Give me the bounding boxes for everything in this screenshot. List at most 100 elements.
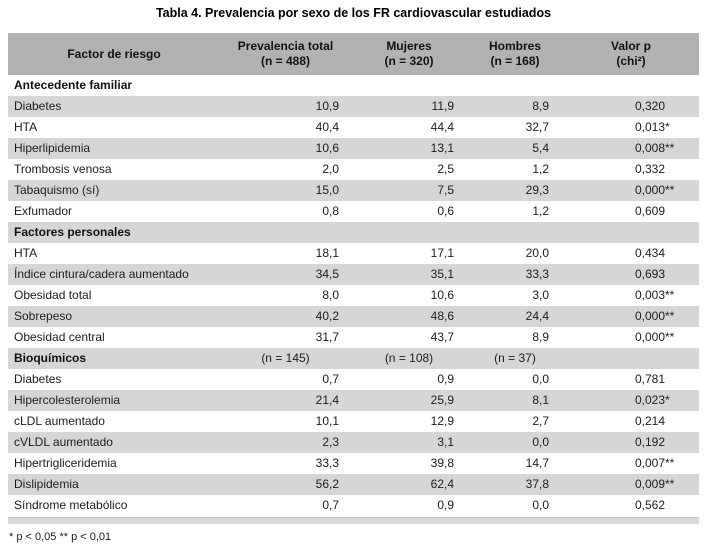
row-label: Sobrepeso [14,309,73,323]
value-cell: 0,003** [634,288,675,302]
value-cell: 40,2 [315,309,339,323]
table-row: Trombosis venosa 2,0 2,5 1,2 0,332 [8,159,699,180]
table-row: cLDL aumentado 10,1 12,9 2,7 0,214 [8,411,699,432]
table-row: Hipercolesterolemia 21,4 25,9 8,1 0,023* [8,390,699,411]
value-cell: 0,693 [634,267,665,281]
value-cell: 3,1 [437,435,454,449]
table-row: HTA 40,4 44,4 32,7 0,013* [8,117,699,138]
value-cell: 0,000** [634,330,675,344]
row-label: Dislipidemia [14,477,79,491]
value-cell: 2,5 [437,162,454,176]
value-cell: 11,9 [431,99,454,113]
value-cell: 0,7 [322,372,339,386]
column-label: Valor p [610,39,651,53]
value-cell: (n = 145) [261,351,310,365]
value-cell: 34,5 [315,267,339,281]
significance-footnote: * p < 0,05 ** p < 0,01 [9,531,112,543]
value-cell: 2,3 [322,435,339,449]
section-label: Factores personales [14,225,131,239]
value-cell: 2,0 [322,162,339,176]
table-row: cVLDL aumentado 2,3 3,1 0,0 0,192 [8,432,699,453]
value-cell: 10,9 [315,99,339,113]
value-cell: 0,000** [634,183,675,197]
column-header-factor-de-riesgo: Factor de riesgo [8,33,220,75]
table-row: Diabetes 0,7 0,9 0,0 0,781 [8,369,699,390]
table-row: Dislipidemia 56,2 62,4 37,8 0,009** [8,474,699,495]
value-cell: 12,9 [430,414,454,428]
value-cell: 8,9 [532,330,549,344]
value-cell: 0,000** [634,309,675,323]
value-cell: 15,0 [315,183,339,197]
value-cell: 0,008** [634,141,675,155]
table-row: Índice cintura/cadera aumentado 34,5 35,1 3… [8,264,699,285]
value-cell: 17,1 [430,246,454,260]
row-label: Diabetes [14,99,62,113]
header-row: Factor de riesgo Prevalencia total (n = … [8,33,699,75]
value-cell: 56,2 [315,477,339,491]
value-cell: 3,0 [532,288,549,302]
table-row: Hiperlipidemia 10,6 13,1 5,4 0,008** [8,138,699,159]
value-cell [467,75,563,96]
value-cell: 13,1 [430,141,454,155]
value-cell: 20,0 [525,246,549,260]
row-label: Índice cintura/cadera aumentado [14,267,189,281]
value-cell: 0,7 [322,498,339,512]
value-cell: 0,0 [532,372,549,386]
value-cell: 2,7 [532,414,549,428]
value-cell: 0,332 [634,162,665,176]
value-cell: 31,7 [315,330,339,344]
column-sublabel: (chi²) [616,54,646,68]
value-cell [563,222,699,243]
value-cell: 7,5 [437,183,454,197]
row-label: Obesidad central [14,330,105,344]
row-label: Tabaquismo (sí) [14,183,100,197]
value-cell: 0,013* [634,120,670,134]
value-cell: 21,4 [315,393,339,407]
table-row: Diabetes 10,9 11,9 8,9 0,320 [8,96,699,117]
value-cell: 44,4 [430,120,454,134]
value-cell: 10,1 [315,414,339,428]
row-label: Síndrome metabólico [14,498,128,512]
value-cell: 8,0 [322,288,339,302]
row-label: HTA [14,120,38,134]
row-label: Obesidad total [14,288,92,302]
value-cell: 10,6 [430,288,454,302]
value-cell [220,222,351,243]
value-cell: 32,7 [525,120,549,134]
row-label: cLDL aumentado [14,414,105,428]
section-row: Bioquímicos (n = 145) (n = 108) (n = 37) [8,348,699,369]
column-label: Hombres [488,39,541,53]
column-sublabel: (n = 168) [490,54,540,68]
value-cell: 40,4 [315,120,339,134]
column-header-prevalencia-total: Prevalencia total (n = 488) [220,33,351,75]
value-cell: 62,4 [430,477,454,491]
value-cell: 5,4 [532,141,549,155]
value-cell: 0,6 [437,204,454,218]
value-cell: 37,8 [525,477,549,491]
value-cell: 43,7 [430,330,454,344]
value-cell: 10,6 [315,141,339,155]
value-cell: 25,9 [430,393,454,407]
value-cell [351,222,467,243]
row-label: HTA [14,246,38,260]
row-label: Diabetes [14,372,62,386]
section-label: Bioquímicos [14,351,87,365]
value-cell [563,348,699,369]
table-bottom-rule [8,517,699,524]
column-header-valor-p: Valor p (chi²) [563,33,699,75]
column-label: Factor de riesgo [67,46,161,61]
row-label: cVLDL aumentado [14,435,113,449]
value-cell: 48,6 [430,309,454,323]
value-cell: 33,3 [315,456,339,470]
table-row: Síndrome metabólico 0,7 0,9 0,0 0,562 [8,495,699,516]
value-cell: 0,9 [437,372,454,386]
value-cell: 0,0 [532,498,549,512]
value-cell: 33,3 [525,267,549,281]
column-label: Mujeres [386,39,432,53]
column-header-mujeres: Mujeres (n = 320) [351,33,467,75]
value-cell: 14,7 [525,456,549,470]
value-cell: 0,562 [634,498,665,512]
value-cell: 0,007** [634,456,675,470]
value-cell: 0,434 [634,246,665,260]
value-cell [467,222,563,243]
